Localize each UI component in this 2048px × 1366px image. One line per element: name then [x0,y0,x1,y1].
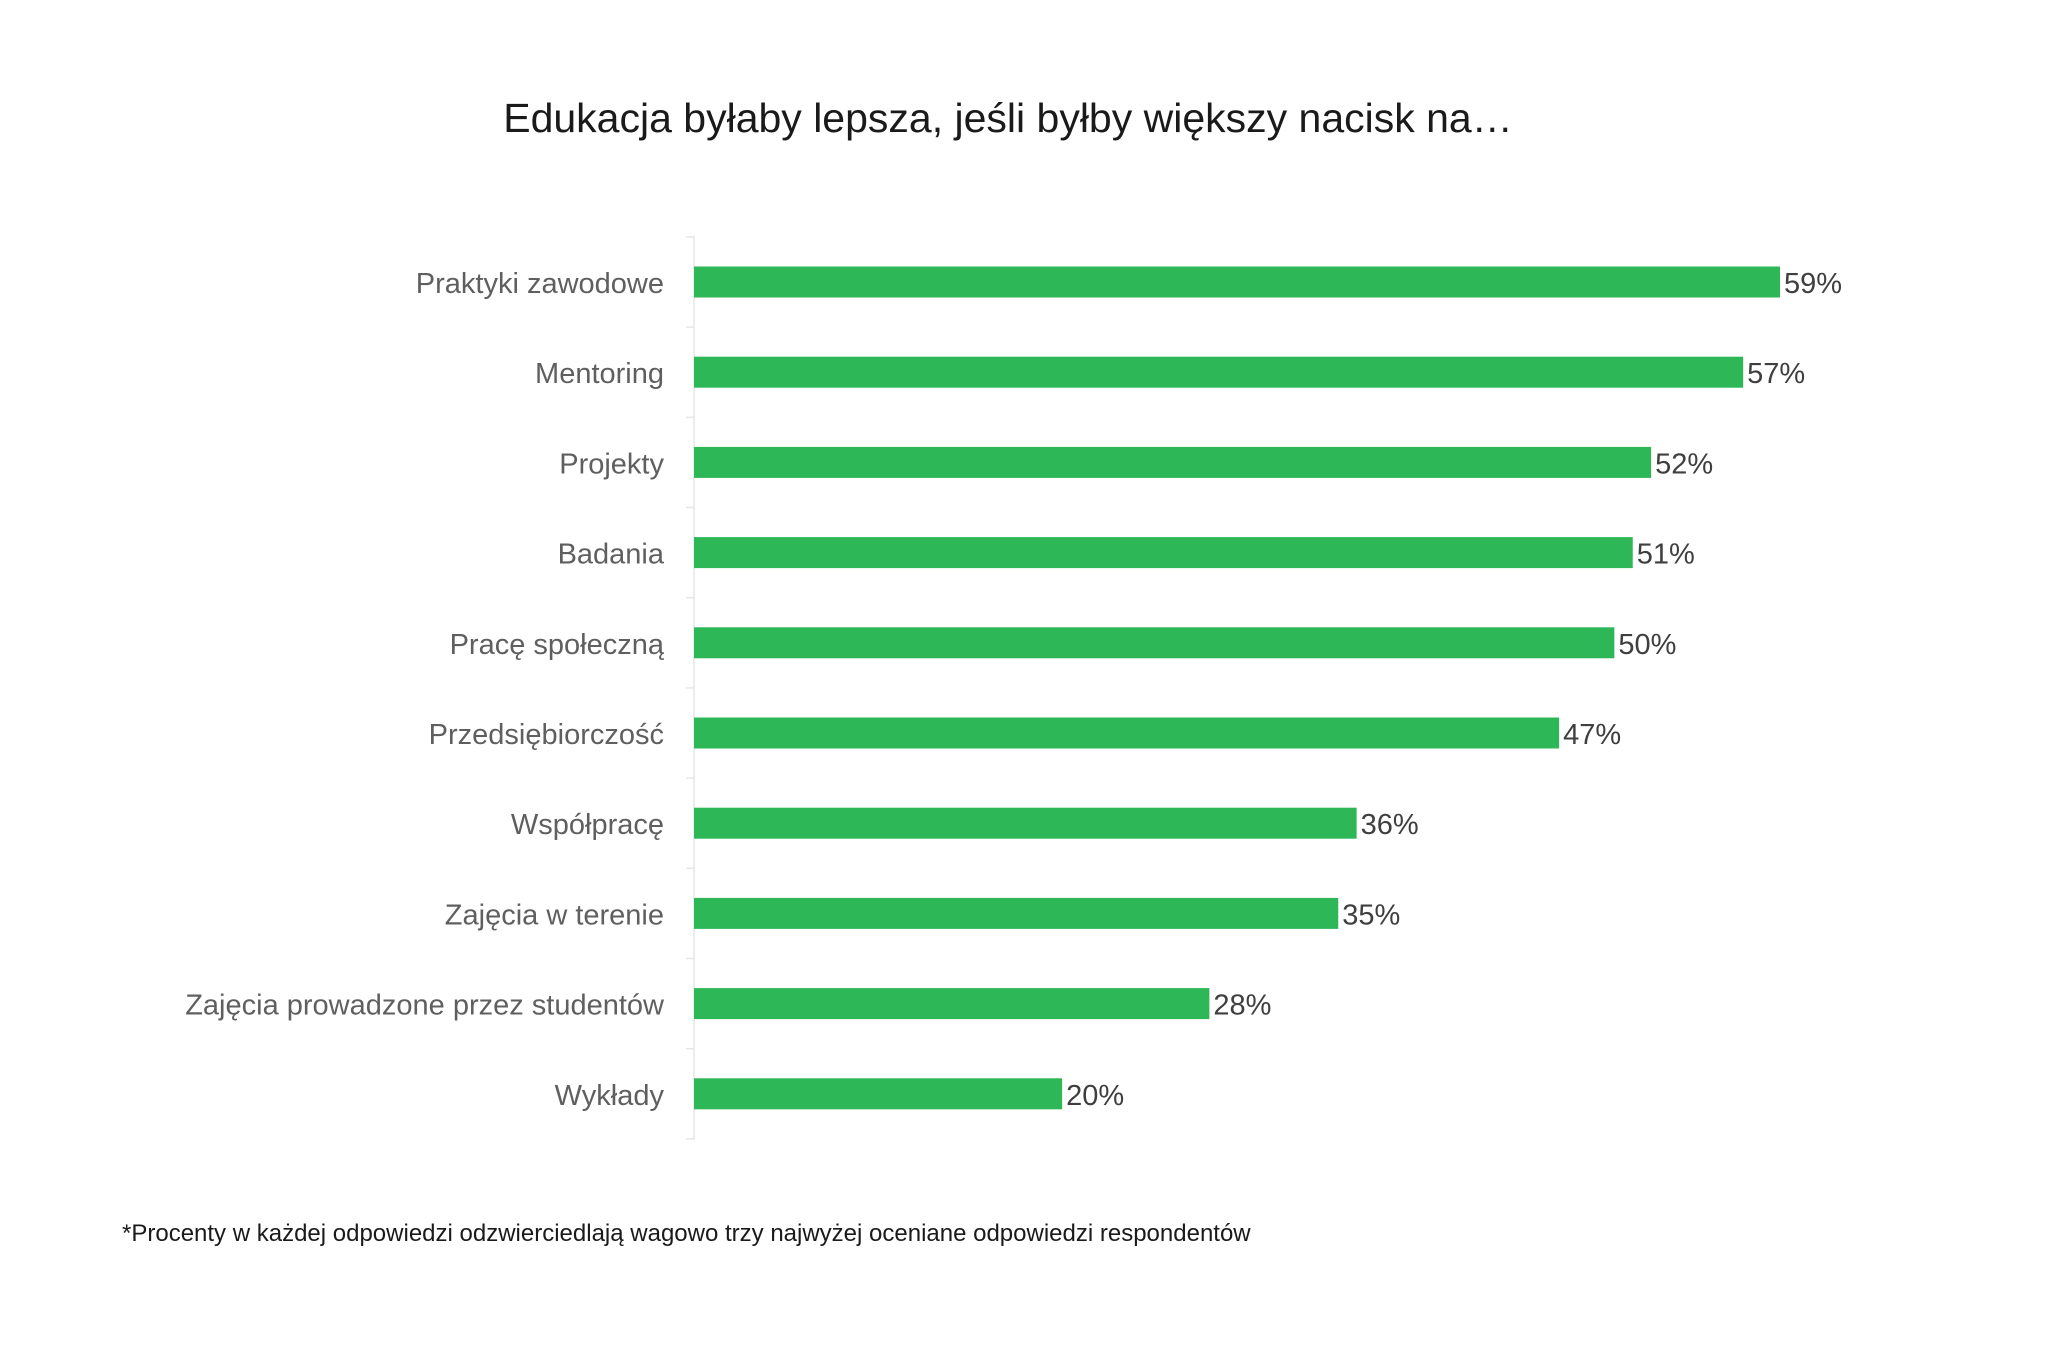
bar [694,537,1633,569]
category-label: Współpracę [511,809,664,841]
category-label: Wykłady [555,1080,665,1112]
category-label: Zajęcia w terenie [445,899,664,931]
value-label: 36% [1361,809,1419,841]
bars-layer [694,266,1780,1110]
value-label: 20% [1066,1080,1124,1112]
bar [694,266,1780,298]
value-label: 59% [1784,268,1842,300]
bar [694,988,1210,1020]
bar [694,356,1744,388]
labels-layer: Praktyki zawodowe 59% Mentoring 57% Projekty… [185,268,1842,1112]
bar [694,897,1339,929]
chart-title: Edukacja byłaby lepsza, jeśli byłby więk… [503,95,1513,141]
bar [694,807,1357,839]
value-label: 35% [1342,899,1400,931]
value-label: 47% [1563,719,1621,751]
category-label: Projekty [559,448,664,480]
value-label: 50% [1618,629,1676,661]
value-label: 28% [1213,990,1271,1022]
axis-layer [686,236,695,1140]
value-label: 52% [1655,448,1713,480]
footnote: *Procenty w każdej odpowiedzi odzwiercie… [122,1220,1251,1247]
category-label: Przedsiębiorczość [429,719,664,751]
bar [694,627,1615,659]
category-label: Zajęcia prowadzone przez studentów [185,990,665,1022]
category-label: Praktyki zawodowe [416,268,664,300]
bar [694,717,1560,749]
category-label: Badania [558,539,665,571]
value-label: 57% [1747,358,1805,390]
value-label: 51% [1637,539,1695,571]
bar [694,1078,1063,1110]
category-label: Mentoring [535,358,664,390]
category-label: Pracę społeczną [450,629,665,661]
bar [694,446,1652,478]
